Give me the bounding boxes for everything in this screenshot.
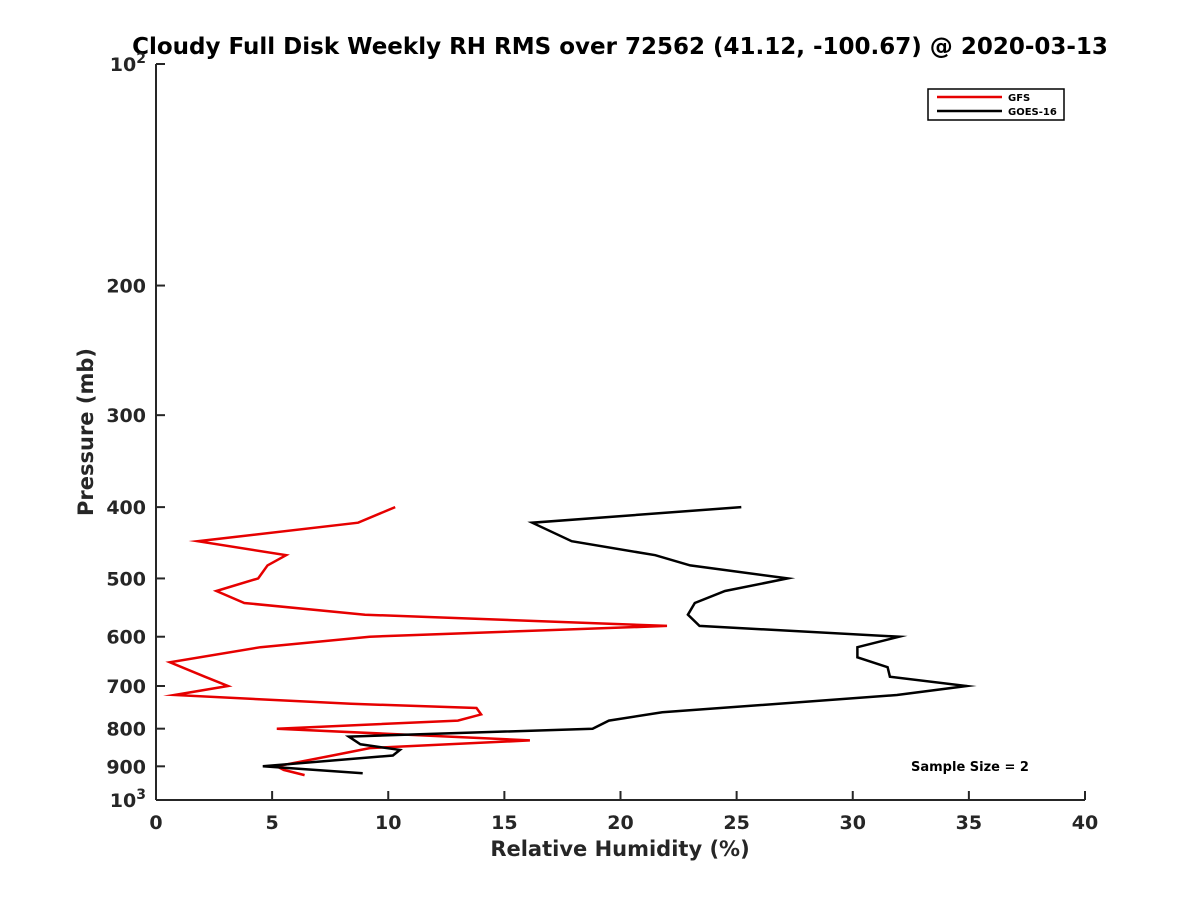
legend-label-gfs: GFS bbox=[1008, 93, 1030, 104]
x-tick-label: 15 bbox=[491, 812, 517, 834]
sample-size-annotation: Sample Size = 2 bbox=[911, 760, 1029, 775]
y-ticks: 102 200 300 400 500 600 700 800 900 103 bbox=[106, 51, 165, 812]
y-tick-label: 900 bbox=[106, 756, 146, 778]
series-line-goes16 bbox=[262, 505, 977, 775]
x-axis-label: Relative Humidity (%) bbox=[490, 837, 749, 861]
y-tick-label: 200 bbox=[106, 276, 146, 298]
x-tick-label: 25 bbox=[723, 812, 749, 834]
y-tick-label: 500 bbox=[106, 568, 146, 590]
y-tick-label: 600 bbox=[106, 627, 146, 649]
chart-title: Cloudy Full Disk Weekly RH RMS over 7256… bbox=[132, 34, 1108, 60]
x-tick-label: 0 bbox=[149, 812, 162, 834]
y-tick-label: 300 bbox=[106, 405, 146, 427]
x-tick-label: 40 bbox=[1072, 812, 1098, 834]
x-tick-label: 10 bbox=[375, 812, 401, 834]
legend: GFS GOES-16 bbox=[927, 88, 1065, 121]
x-ticks: 0 5 10 15 20 25 30 35 40 bbox=[149, 791, 1098, 834]
x-tick-label: 20 bbox=[607, 812, 633, 834]
x-tick-label: 5 bbox=[266, 812, 279, 834]
x-tick-label: 35 bbox=[956, 812, 982, 834]
plot-area bbox=[163, 505, 977, 777]
y-tick-label: 102 bbox=[110, 51, 146, 76]
series-line-gfs bbox=[163, 505, 668, 777]
x-tick-label: 30 bbox=[840, 812, 866, 834]
y-tick-label: 800 bbox=[106, 719, 146, 741]
y-tick-label: 700 bbox=[106, 676, 146, 698]
y-axis-label: Pressure (mb) bbox=[74, 348, 98, 516]
y-tick-label: 400 bbox=[106, 497, 146, 519]
y-tick-label: 103 bbox=[110, 787, 146, 812]
legend-label-goes16: GOES-16 bbox=[1008, 107, 1057, 118]
legend-box bbox=[927, 88, 1065, 121]
